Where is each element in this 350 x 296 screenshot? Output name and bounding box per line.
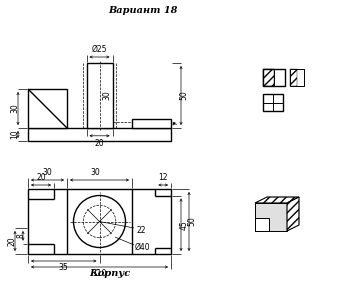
- Bar: [290, 69, 297, 86]
- Bar: [263, 94, 283, 111]
- Text: 45: 45: [180, 220, 189, 230]
- Text: 30: 30: [10, 104, 20, 113]
- Text: 7: 7: [174, 121, 178, 126]
- Polygon shape: [255, 197, 299, 203]
- Bar: [263, 69, 285, 86]
- Bar: [290, 69, 304, 86]
- Text: 30: 30: [103, 91, 112, 100]
- Polygon shape: [287, 197, 299, 231]
- Polygon shape: [255, 203, 287, 231]
- Text: 12: 12: [159, 173, 168, 182]
- Text: 50: 50: [180, 91, 189, 100]
- Polygon shape: [255, 218, 270, 231]
- Bar: [28, 89, 67, 128]
- Bar: [132, 119, 171, 128]
- Text: Корпус: Корпус: [89, 269, 131, 279]
- Text: Вариант 18: Вариант 18: [108, 6, 178, 15]
- Text: Ø40: Ø40: [135, 243, 150, 252]
- Text: 20: 20: [7, 236, 16, 246]
- Text: 8: 8: [16, 234, 26, 238]
- Text: 22: 22: [136, 226, 146, 235]
- Bar: [28, 189, 171, 254]
- Text: 30: 30: [91, 168, 100, 177]
- Text: 20: 20: [36, 173, 46, 182]
- Text: 10: 10: [10, 130, 20, 139]
- Bar: [28, 128, 171, 141]
- Bar: [263, 69, 274, 86]
- Text: 35: 35: [59, 263, 69, 272]
- Text: 20: 20: [95, 139, 104, 148]
- Text: 50: 50: [188, 217, 196, 226]
- Bar: [86, 63, 112, 128]
- Text: 30: 30: [43, 168, 52, 177]
- Text: Ø25: Ø25: [92, 45, 107, 54]
- Text: 110: 110: [92, 269, 107, 278]
